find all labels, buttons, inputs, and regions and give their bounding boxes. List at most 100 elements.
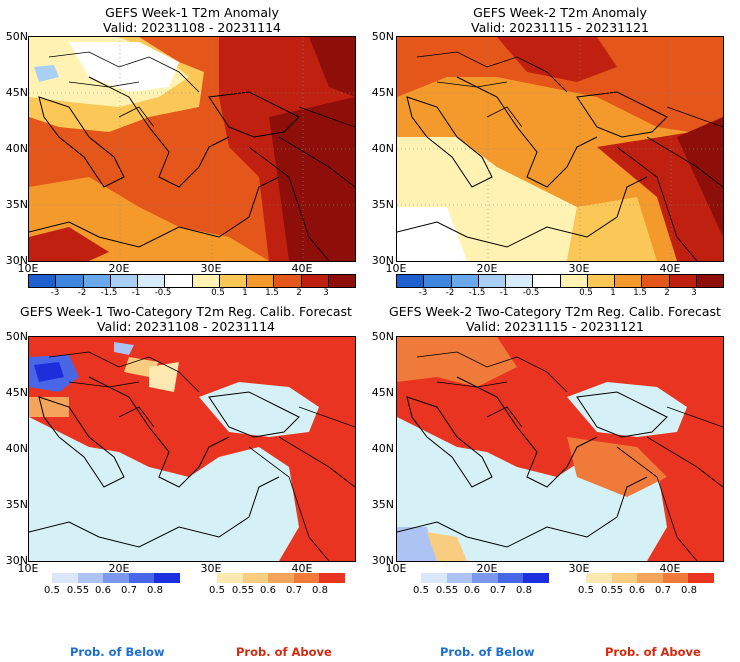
lat-label: 50N [5,330,28,343]
lat-label: 45N [5,386,28,399]
colorbar-label: 0.6 [629,585,645,596]
panel-title-text: GEFS Week-1 Two-Category T2m Reg. Calib.… [20,304,352,319]
prob-above-caption: Prob. of Above [236,645,332,659]
colorbar-label: -1 [499,288,509,298]
lat-label: 40N [5,142,28,155]
panel-title-text: GEFS Week-2 T2m Anomaly [473,5,647,20]
colorbar-swatch [154,573,180,583]
colorbar-label: 3 [691,288,697,298]
colorbar-label: -0.5 [522,288,540,298]
colorbar-swatch [328,275,355,287]
colorbar-swatch [523,573,549,583]
colorbar-swatch [52,573,78,583]
lon-label: 10E [385,262,407,275]
lon-label: 10E [17,562,39,575]
colorbar-label: 0.7 [121,585,137,596]
probability-map-week2 [396,336,724,562]
colorbar-label: 0.7 [490,585,506,596]
colorbar-swatch [637,573,663,583]
colorbar-swatch [451,275,479,287]
colorbar-label: 1 [242,288,248,298]
lon-label: 20E [476,562,498,575]
lat-label: 40N [5,442,28,455]
colorbar-label: 0.6 [95,585,111,596]
colorbar-label: -3 [418,288,428,298]
prob-above-colorbar [586,573,714,583]
colorbar-label: 0.5 [578,585,594,596]
colorbar-label: 0.55 [435,585,459,596]
anomaly-map-week2 [396,36,724,262]
colorbar-label: 0.6 [260,585,276,596]
colorbar-label: 0.8 [681,585,697,596]
colorbar-label: -2 [77,288,87,298]
colorbar-swatch [669,275,697,287]
colorbar-label: 0.55 [600,585,624,596]
colorbar-label: -3 [50,288,60,298]
colorbar-label: -2 [445,288,455,298]
colorbar-swatch [424,275,452,287]
colorbar-swatch [242,573,269,583]
lon-label: 40E [291,262,313,275]
lon-label: 10E [385,562,407,575]
probability-map-week1 [28,336,356,562]
colorbar-swatch [56,275,84,287]
colorbar-swatch [506,275,534,287]
colorbar-label: 0.8 [312,585,328,596]
lon-label: 20E [476,262,498,275]
anomaly-map-week1 [28,36,356,262]
lon-label: 40E [659,562,681,575]
lon-label: 20E [108,562,130,575]
colorbar-swatch [611,573,638,583]
colorbar-swatch [478,275,506,287]
lat-label: 35N [5,498,28,511]
panel-title: GEFS Week-1 Two-Category T2m Reg. Calib.… [2,304,370,334]
prob-below-caption: Prob. of Below [70,645,165,659]
colorbar-swatch [103,573,129,583]
lon-label: 30E [568,562,590,575]
lon-label: 20E [108,262,130,275]
lat-label: 45N [371,86,394,99]
lat-label: 45N [371,386,394,399]
panel-valid-text: Valid: 20231108 - 20231114 [96,319,275,334]
colorbar-label: 0.7 [655,585,671,596]
lat-label: 35N [371,198,394,211]
colorbar-label: 0.8 [516,585,532,596]
colorbar-label: -1.5 [468,288,486,298]
colorbar-label: 2 [296,288,302,298]
panel-valid-text: Valid: 20231115 - 20231121 [465,319,644,334]
lat-label: 50N [5,30,28,43]
lon-label: 30E [200,562,222,575]
colorbar-label: 0.5 [209,585,225,596]
colorbar-swatch [497,573,524,583]
panel-valid-text: Valid: 20231115 - 20231121 [470,20,649,35]
colorbar-swatch [560,275,588,287]
prob-below-colorbar [421,573,549,583]
colorbar-label: 0.5 [211,288,225,298]
colorbar-swatch [219,275,247,287]
colorbar-swatch [293,573,320,583]
colorbar-swatch [247,275,275,287]
prob-above-colorbar [217,573,345,583]
colorbar-swatch [77,573,104,583]
anomaly-colorbar [396,274,724,288]
colorbar-swatch [587,275,615,287]
colorbar-swatch [138,275,166,287]
colorbar-swatch [274,275,302,287]
colorbar-label: 1.5 [633,288,647,298]
prob-below-caption: Prob. of Below [440,645,535,659]
colorbar-swatch [615,275,643,287]
lat-label: 40N [371,442,394,455]
lat-label: 45N [5,86,28,99]
panel-title-text: GEFS Week-2 Two-Category T2m Reg. Calib.… [389,304,721,319]
lon-label: 10E [17,262,39,275]
lat-label: 30N [5,554,28,567]
colorbar-swatch [696,275,723,287]
colorbar-label: 3 [323,288,329,298]
colorbar-label: 1 [610,288,616,298]
colorbar-label: 0.55 [231,585,255,596]
prob-below-colorbar [52,573,180,583]
prob-above-caption: Prob. of Above [605,645,701,659]
colorbar-label: 0.8 [147,585,163,596]
panel-title: GEFS Week-1 T2m Anomaly Valid: 20231108 … [28,5,356,35]
lon-label: 30E [568,262,590,275]
